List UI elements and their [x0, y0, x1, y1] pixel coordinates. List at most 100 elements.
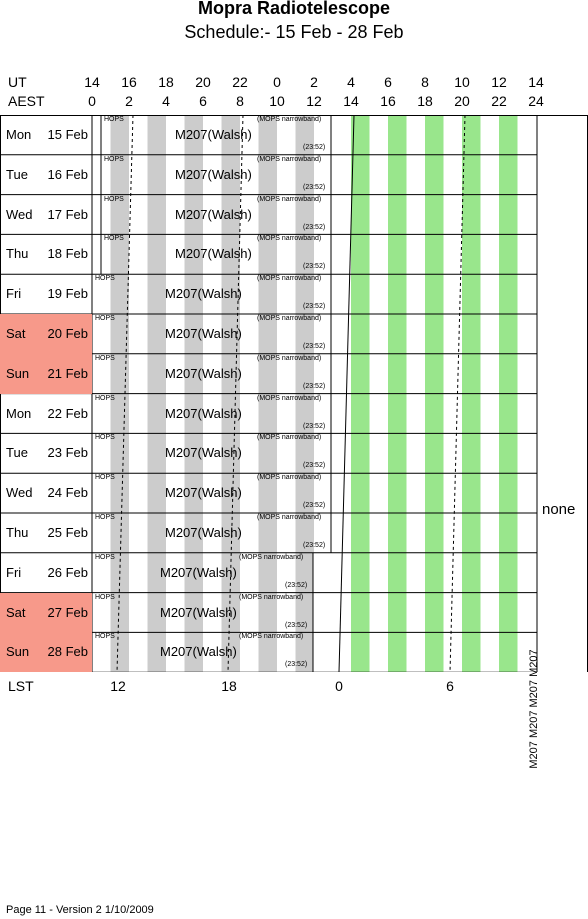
hops-label: HOPS [95, 434, 115, 442]
mops-label: (MOPS narrowband) [257, 155, 322, 163]
day-date: 24 Feb [47, 485, 88, 501]
day-label: Wed 17 Feb [0, 195, 92, 235]
day-name: Thu [6, 246, 29, 262]
hops-label: HOPS [104, 155, 124, 163]
observation-label: M207(Walsh) [175, 166, 252, 182]
end-time-label: (23:52) [303, 223, 326, 231]
ut-tick: 14 [528, 74, 544, 90]
day-name: Sat [6, 326, 26, 341]
day-label: Fri 19 Feb [0, 274, 92, 314]
hops-label: HOPS [104, 235, 124, 243]
day-label: Tue 16 Feb [0, 155, 92, 195]
hops-label: HOPS [95, 474, 115, 482]
day-name: Mon [6, 127, 32, 142]
day-date: 26 Feb [47, 564, 88, 580]
day-date: 20 Feb [47, 326, 88, 341]
day-name: Thu [6, 525, 29, 540]
hops-label: HOPS [95, 514, 115, 521]
gap-fill [313, 552, 331, 593]
day-name: Sun [6, 365, 30, 381]
day-name: Wed [6, 485, 33, 501]
aest-label: AEST [8, 93, 45, 109]
lst-label: LST [8, 678, 34, 694]
lst-18-line [227, 114, 244, 673]
schedule-grid: Mon 15 Feb HOPS (MOPS narrowband) M207(Walsh… [0, 114, 588, 769]
day-date: 28 Feb [47, 644, 88, 660]
end-time-label: (23:52) [303, 502, 326, 510]
page-footer: Page 11 - Version 2 1/10/2009 [6, 904, 154, 916]
end-time-label: (23:52) [303, 263, 326, 271]
end-time-label: (23:52) [285, 661, 308, 669]
page-subtitle: Schedule:- 15 Feb - 28 Feb [184, 22, 404, 42]
aest-tick: 22 [491, 93, 507, 109]
mops-label: (MOPS narrowband) [257, 354, 322, 362]
day-date: 22 Feb [47, 405, 88, 421]
observation-label: M207(Walsh) [160, 564, 237, 580]
ut-tick: 16 [121, 74, 137, 90]
ut-tick: 18 [158, 74, 174, 90]
lst-tick: 18 [221, 678, 237, 694]
day-date: 18 Feb [47, 246, 88, 262]
mops-label: (MOPS narrowband) [257, 235, 322, 243]
day-label: Mon 22 Feb [0, 394, 92, 434]
end-time-label: (23:52) [303, 422, 326, 430]
day-label: Sat 27 Feb [0, 592, 92, 633]
day-date: 16 Feb [47, 166, 88, 182]
aest-tick: 14 [343, 93, 359, 109]
lst-tick: 0 [335, 678, 343, 694]
gap-fill [313, 632, 331, 673]
aest-tick: 20 [454, 93, 470, 109]
ut-tick: 0 [273, 74, 281, 90]
hops-label: HOPS [104, 116, 124, 123]
day-label: Tue 23 Feb [0, 433, 92, 473]
end-time-label: (23:52) [285, 581, 308, 589]
page-title: Mopra Radiotelescope [197, 0, 391, 18]
observation-label: M207(Walsh) [165, 445, 242, 461]
hops-label: HOPS [95, 315, 115, 322]
day-date: 19 Feb [47, 286, 88, 302]
observation-label: M207(Walsh) [160, 644, 237, 660]
mops-label: (MOPS narrowband) [239, 633, 304, 641]
observation-label: M207(Walsh) [160, 604, 237, 620]
observation-label: M207(Walsh) [165, 525, 242, 540]
day-label: Sat 20 Feb [0, 314, 92, 354]
hops-label: HOPS [104, 195, 124, 203]
end-time-label: (23:52) [303, 144, 326, 151]
end-time-label: (23:52) [303, 462, 326, 470]
observation-label: M207(Walsh) [175, 246, 252, 262]
day-label: Thu 25 Feb [0, 513, 92, 553]
ut-tick: 2 [310, 74, 318, 90]
day-label: Fri 26 Feb [0, 553, 92, 593]
hops-label: HOPS [95, 354, 115, 362]
lst-6-line [449, 114, 466, 673]
day-label: Sun 21 Feb [0, 353, 92, 394]
gap-fill [313, 592, 331, 633]
day-date: 21 Feb [47, 365, 88, 381]
hops-label: HOPS [95, 394, 115, 402]
ut-tick: 4 [347, 74, 355, 90]
day-name: Sat [6, 604, 26, 620]
aest-tick: 4 [162, 93, 170, 109]
ut-tick: 20 [195, 74, 211, 90]
observation-label: M207(Walsh) [165, 326, 242, 341]
ut-tick: 12 [491, 74, 507, 90]
hops-label: HOPS [95, 593, 115, 601]
aest-tick: 8 [236, 93, 244, 109]
ut-label: UT [8, 74, 27, 90]
day-name: Mon [6, 405, 32, 421]
aest-tick: 6 [199, 93, 207, 109]
day-date: 25 Feb [47, 525, 88, 540]
observation-label: M207(Walsh) [165, 485, 242, 501]
hops-label: HOPS [95, 553, 115, 561]
ut-tick: 8 [421, 74, 429, 90]
day-date: 23 Feb [47, 445, 88, 461]
ut-tick: 6 [384, 74, 392, 90]
mops-label: (MOPS narrowband) [257, 315, 322, 322]
aest-tick: 10 [269, 93, 285, 109]
day-name: Tue [6, 445, 28, 461]
observation-label: M207(Walsh) [165, 286, 242, 302]
mops-label: (MOPS narrowband) [257, 275, 322, 283]
mops-label: (MOPS narrowband) [257, 434, 322, 442]
mops-label: (MOPS narrowband) [257, 195, 322, 203]
mops-label: (MOPS narrowband) [257, 394, 322, 402]
